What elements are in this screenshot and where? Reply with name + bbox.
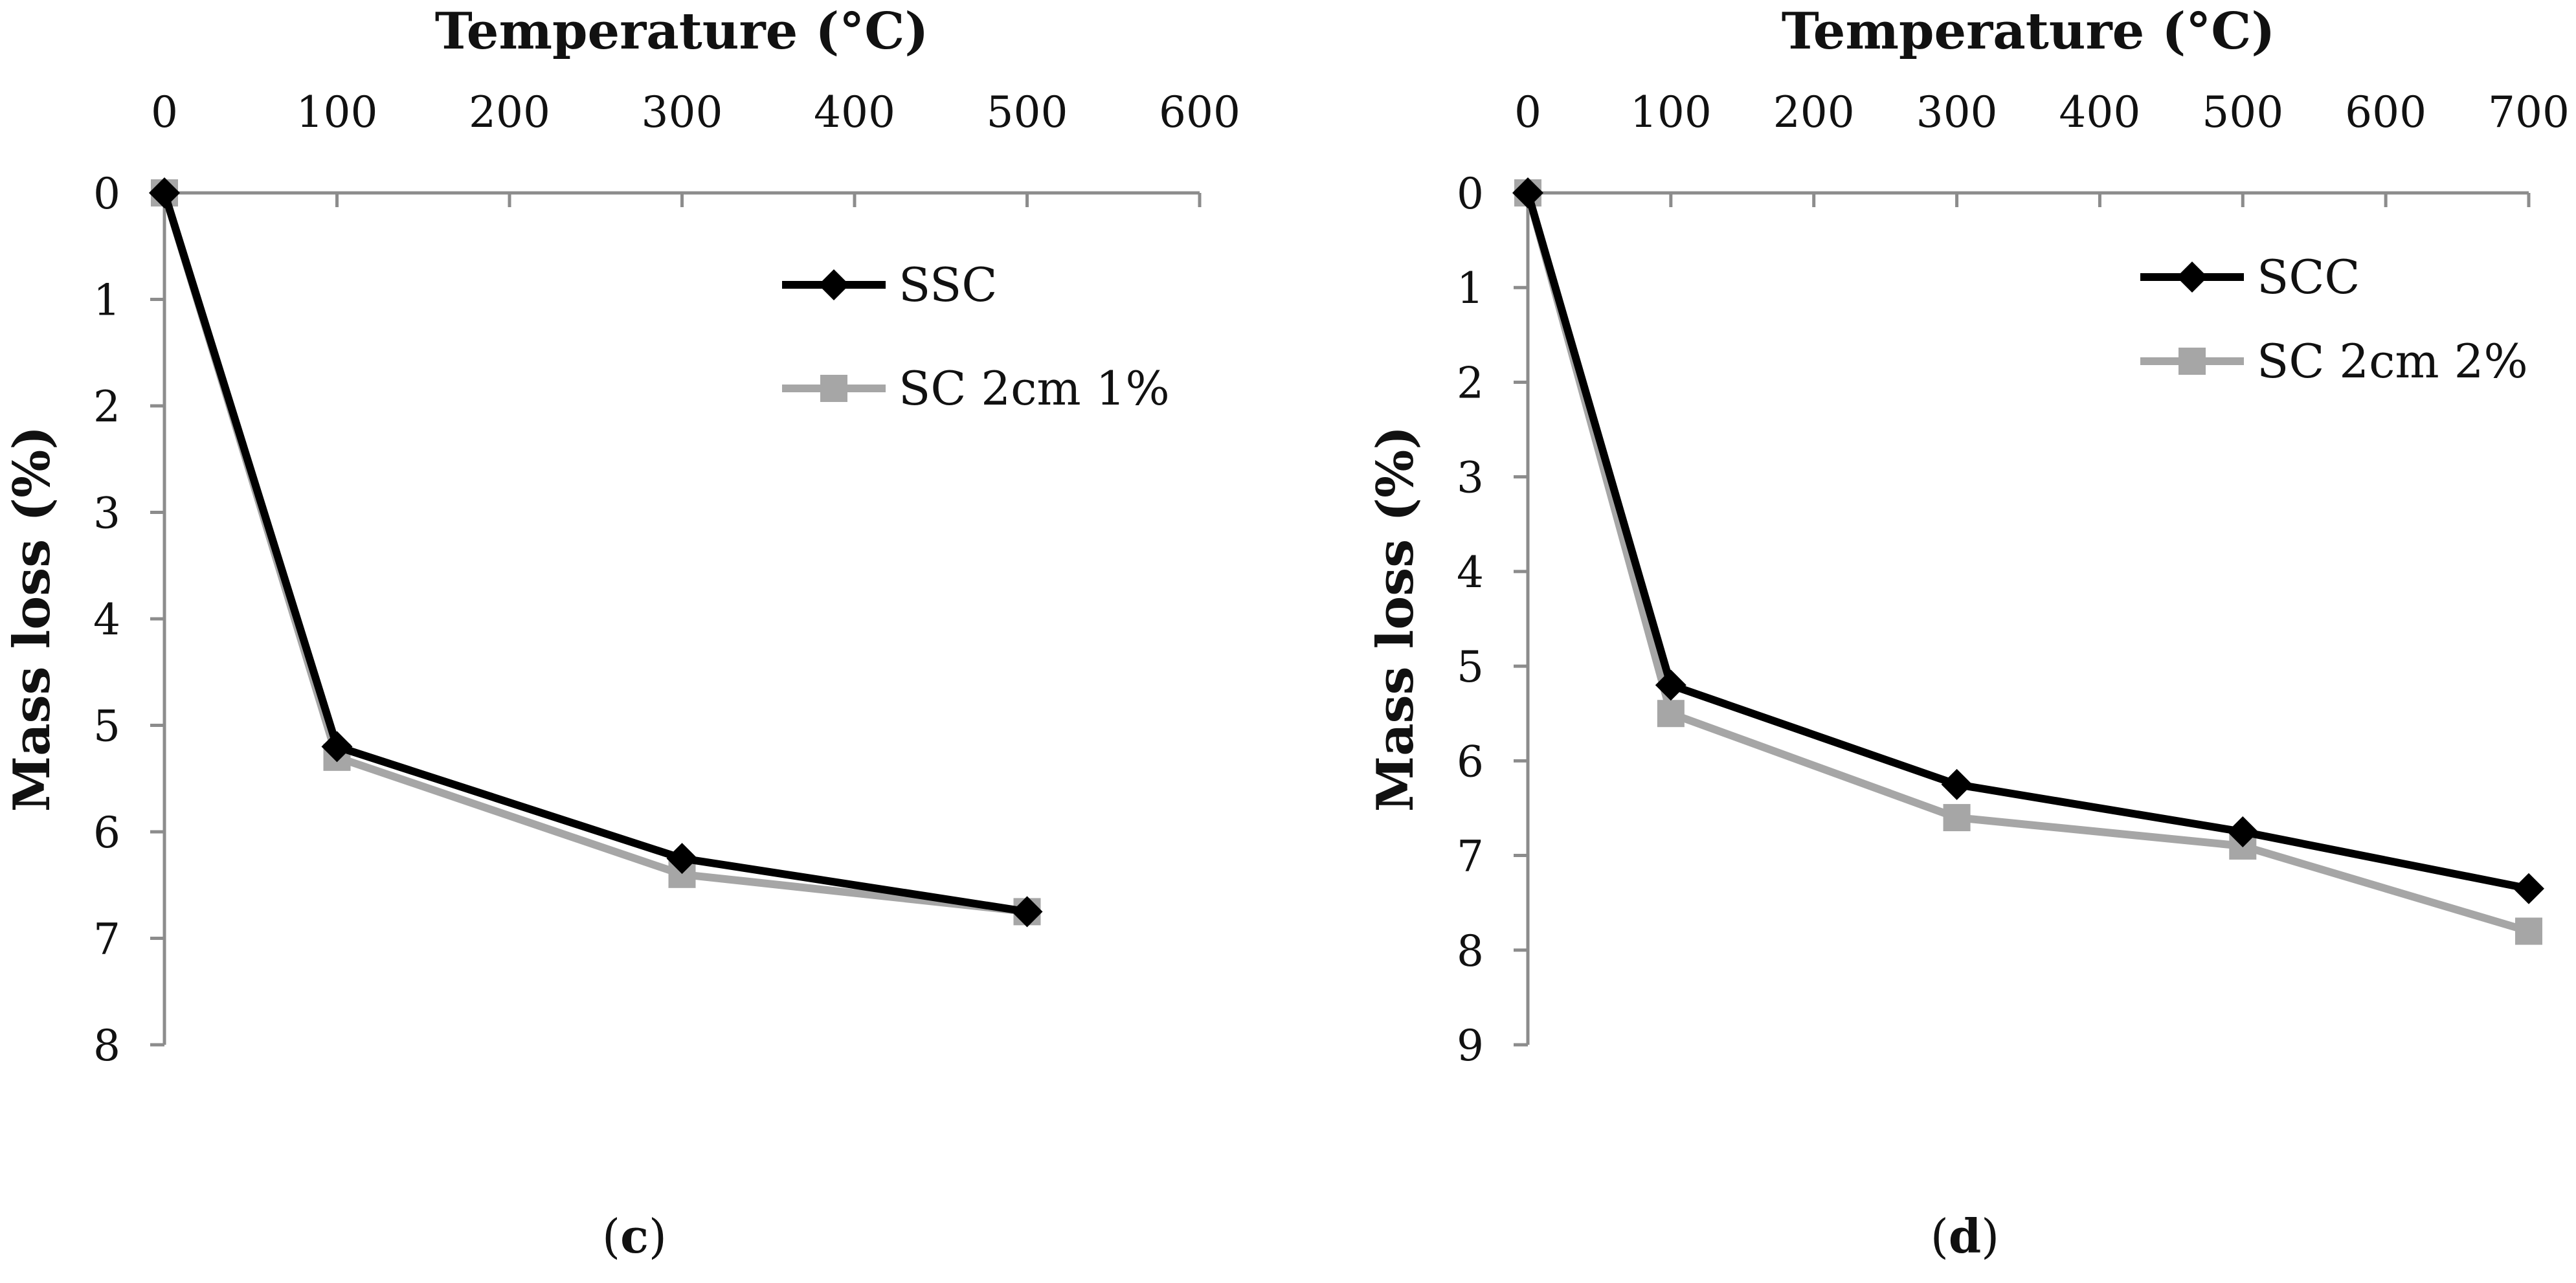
y-tick-label-d: 1 bbox=[1457, 263, 1484, 313]
y-tick-label-d: 3 bbox=[1457, 453, 1484, 503]
data-point-c-0-0 bbox=[149, 177, 180, 208]
data-point-c-0-3 bbox=[1011, 896, 1043, 928]
data-point-d-1-1 bbox=[1657, 700, 1685, 728]
y-tick-label-d: 2 bbox=[1457, 358, 1484, 408]
x-tick-label-c: 100 bbox=[297, 87, 378, 137]
x-tick-label-d: 0 bbox=[1514, 87, 1541, 137]
x-axis-title-d: Temperature (°C) bbox=[1782, 2, 2276, 61]
y-tick-label-d: 5 bbox=[1457, 642, 1484, 692]
y-tick-label-d: 7 bbox=[1457, 832, 1484, 882]
y-tick-label-c: 5 bbox=[93, 702, 120, 752]
y-tick-label-c: 3 bbox=[93, 489, 120, 539]
y-tick-label-c: 4 bbox=[93, 595, 120, 645]
y-tick-label-c: 0 bbox=[93, 169, 120, 219]
y-axis-title-d: Mass loss (%) bbox=[1366, 426, 1425, 812]
series-line-d-0 bbox=[1524, 192, 2530, 893]
x-tick-label-c: 600 bbox=[1159, 87, 1240, 137]
x-tick-label-c: 200 bbox=[469, 87, 550, 137]
y-tick-label-c: 6 bbox=[93, 808, 120, 858]
legend-label-d-0: SCC bbox=[2257, 250, 2360, 304]
x-tick-label-d: 200 bbox=[1773, 87, 1855, 137]
x-tick-label-d: 700 bbox=[2488, 87, 2570, 137]
y-tick-label-d: 4 bbox=[1457, 548, 1484, 597]
y-tick-label-c: 2 bbox=[93, 382, 120, 432]
data-point-c-0-1 bbox=[321, 731, 353, 763]
x-tick-label-d: 600 bbox=[2345, 87, 2426, 137]
chart-panel-d: 0 100 200 300 400 500 600 700 0 1 2 3 4 5 6 7 8 9 Temperat… bbox=[1366, 2, 2570, 1071]
x-tick-label-c: 300 bbox=[642, 87, 723, 137]
data-point-d-1-2 bbox=[1943, 804, 1971, 832]
y-axis-title-c: Mass loss (%) bbox=[3, 426, 62, 812]
y-tick-label-c: 8 bbox=[93, 1021, 120, 1071]
legend-marker-d-1 bbox=[2178, 348, 2206, 375]
panel-label-d: (d) bbox=[1931, 1209, 2000, 1264]
legend-label-c-1: SC 2cm 1% bbox=[899, 361, 1170, 416]
series-line-c-0 bbox=[161, 192, 1028, 916]
x-tick-label-d: 100 bbox=[1630, 87, 1712, 137]
x-tick-label-c: 400 bbox=[814, 87, 895, 137]
series-line-c-1 bbox=[161, 192, 1028, 916]
x-tick-label-c: 500 bbox=[987, 87, 1068, 137]
data-point-d-1-4 bbox=[2515, 917, 2542, 945]
panel-label-c: (c) bbox=[602, 1209, 667, 1264]
data-point-d-0-3 bbox=[2227, 816, 2259, 847]
x-tick-label-d: 500 bbox=[2202, 87, 2283, 137]
data-point-d-0-2 bbox=[1941, 768, 1973, 800]
y-tick-label-d: 9 bbox=[1457, 1021, 1484, 1071]
x-tick-label-c: 0 bbox=[151, 87, 178, 137]
y-tick-label-c: 7 bbox=[93, 915, 120, 965]
y-tick-label-c: 1 bbox=[93, 276, 120, 326]
x-axis-title-c: Temperature (°C) bbox=[435, 2, 929, 61]
data-point-d-0-0 bbox=[1512, 177, 1543, 208]
data-point-d-0-1 bbox=[1655, 669, 1686, 701]
y-tick-label-d: 0 bbox=[1457, 169, 1484, 219]
legend-label-c-0: SSC bbox=[899, 258, 997, 312]
data-point-d-0-4 bbox=[2513, 873, 2544, 904]
x-tick-label-d: 300 bbox=[1916, 87, 1998, 137]
data-point-c-0-2 bbox=[666, 843, 698, 875]
legend-marker-c-0 bbox=[818, 269, 849, 300]
y-tick-label-d: 6 bbox=[1457, 737, 1484, 787]
y-tick-label-d: 8 bbox=[1457, 926, 1484, 976]
chart-panel-c: 0 100 200 300 400 500 600 0 1 2 3 4 5 6 7 8 Temperature … bbox=[3, 2, 1240, 1071]
legend-label-d-1: SC 2cm 2% bbox=[2257, 334, 2528, 388]
series-line-d-1 bbox=[1524, 192, 2530, 935]
x-tick-label-d: 400 bbox=[2059, 87, 2140, 137]
legend-marker-c-1 bbox=[820, 375, 847, 402]
legend-marker-d-0 bbox=[2177, 262, 2208, 293]
